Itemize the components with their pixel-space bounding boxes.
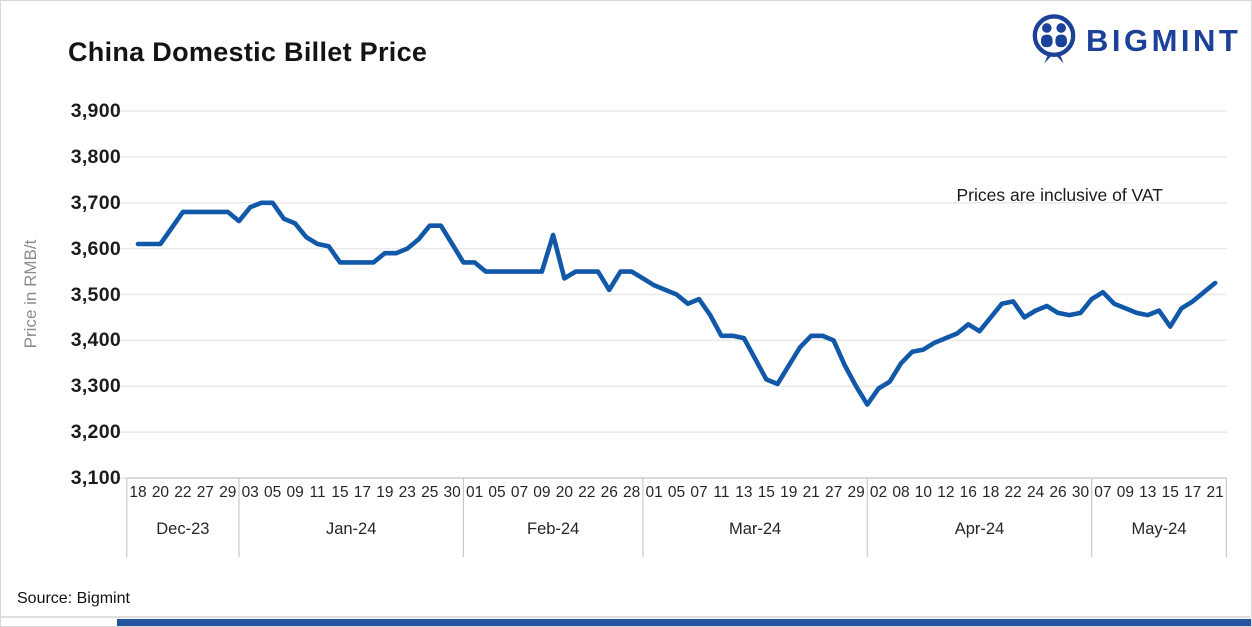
month-label: Dec-23	[156, 520, 210, 538]
x-tick-label: 09	[286, 484, 304, 501]
x-tick-label: 11	[713, 484, 730, 501]
x-tick-label: 15	[1161, 484, 1179, 501]
month-label: Feb-24	[526, 520, 580, 538]
x-tick-label: 01	[645, 484, 663, 501]
x-tick-label: 26	[1049, 484, 1067, 501]
y-tick-label: 3,700	[70, 191, 121, 214]
x-tick-label: 10	[914, 484, 933, 501]
x-tick-label: 22	[1004, 484, 1022, 501]
bigmint-logo-icon	[1031, 12, 1077, 70]
x-tick-label: 07	[510, 484, 529, 501]
x-tick-label: 03	[241, 484, 259, 501]
month-label: Jan-24	[325, 520, 377, 538]
x-tick-label: 29	[219, 484, 237, 501]
x-tick-label: 01	[465, 484, 484, 501]
bottom-hairline	[1, 616, 1251, 618]
x-tick-label: 23	[398, 484, 416, 501]
x-tick-label: 25	[421, 484, 439, 501]
x-tick-label: 05	[667, 484, 686, 501]
x-tick-label: 12	[937, 484, 955, 501]
x-tick-label: 18	[982, 484, 1000, 501]
bigmint-logo-text: BIGMINT	[1086, 23, 1242, 58]
month-label: May-24	[1131, 520, 1187, 538]
y-tick-label: 3,600	[70, 237, 121, 260]
month-label: Apr-24	[954, 520, 1005, 538]
chart-title: China Domestic Billet Price	[68, 37, 428, 67]
x-tick-label: 27	[825, 484, 843, 501]
month-label: Mar-24	[728, 520, 782, 538]
x-tick-label: 07	[690, 484, 708, 501]
y-tick-label: 3,800	[70, 145, 121, 168]
x-tick-label: 20	[151, 484, 170, 501]
x-tick-label: 30	[443, 484, 461, 501]
x-tick-label: 20	[555, 484, 573, 501]
x-tick-label: 16	[959, 484, 977, 501]
x-tick-label: 26	[600, 484, 618, 501]
y-tick-label: 3,900	[70, 100, 121, 122]
x-tick-label: 29	[847, 484, 865, 501]
x-tick-label: 15	[757, 484, 775, 501]
y-tick-label: 3,200	[70, 421, 121, 444]
x-tick-label: 02	[869, 484, 888, 501]
x-tick-label: 09	[533, 484, 551, 501]
x-tick-label: 19	[780, 484, 798, 501]
x-tick-label: 24	[1026, 484, 1045, 501]
x-tick-label: 27	[196, 484, 214, 501]
bottom-brand-bar	[117, 619, 1251, 626]
x-tick-label: 11	[309, 484, 326, 501]
x-tick-label: 15	[331, 484, 349, 501]
x-tick-label: 30	[1071, 484, 1090, 501]
bigmint-logo: BIGMINT	[1031, 12, 1241, 70]
y-tick-label: 3,100	[70, 467, 121, 489]
x-tick-label: 18	[129, 484, 147, 501]
x-tick-label: 17	[1184, 484, 1202, 501]
x-tick-label: 17	[353, 484, 372, 501]
x-tick-label: 05	[264, 484, 282, 501]
y-tick-label: 3,400	[70, 329, 121, 352]
x-tick-label: 08	[892, 484, 910, 501]
x-tick-label: 19	[376, 484, 394, 501]
x-tick-label: 13	[735, 484, 753, 501]
x-tick-label: 28	[623, 484, 641, 501]
y-tick-label: 3,300	[70, 375, 121, 398]
x-tick-label: 21	[1206, 484, 1224, 501]
x-tick-label: 21	[802, 484, 820, 501]
price-line	[135, 200, 1218, 407]
x-tick-label: 22	[578, 484, 596, 501]
x-tick-label: 05	[488, 484, 506, 501]
x-tick-label: 07	[1094, 484, 1112, 501]
vat-annotation: Prices are inclusive of VAT	[956, 185, 1163, 205]
source-note: Source: Bigmint	[17, 590, 130, 607]
y-tick-label: 3,500	[70, 283, 121, 306]
x-tick-label: 22	[174, 484, 192, 501]
x-tick-label: 13	[1139, 484, 1157, 501]
x-tick-label: 09	[1116, 484, 1134, 501]
